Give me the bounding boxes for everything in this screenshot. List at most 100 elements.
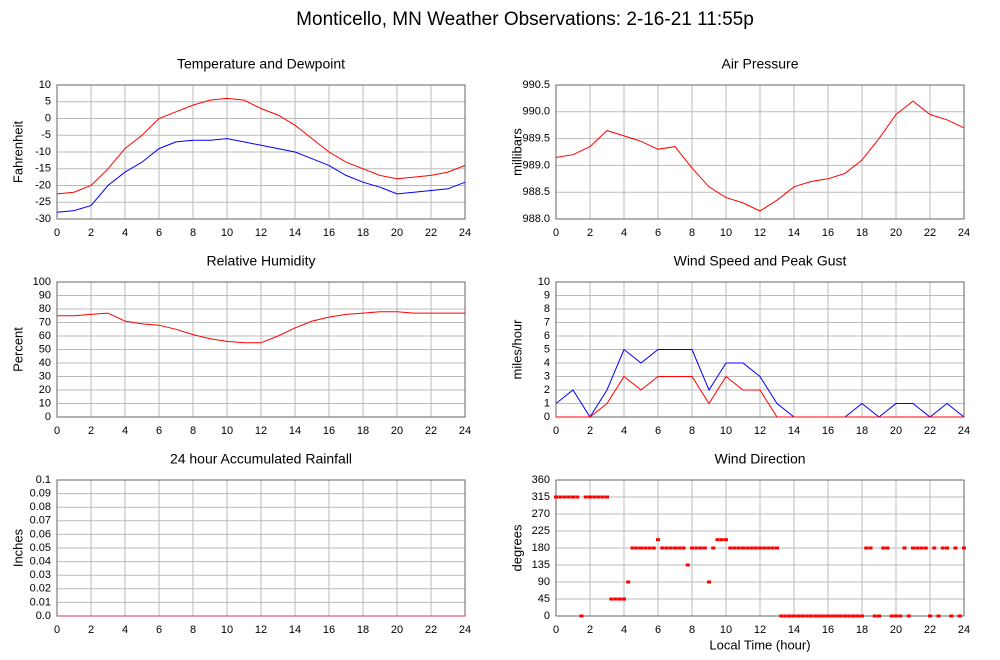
data-point (698, 546, 703, 550)
x-axis-label: Local Time (hour) (709, 637, 810, 652)
y-tick-label: 989.5 (522, 133, 550, 145)
y-tick-label: 0.06 (30, 528, 51, 540)
y-tick-label: -30 (35, 213, 51, 225)
data-point (817, 614, 822, 618)
data-point (770, 546, 775, 550)
x-tick-label: 8 (689, 227, 695, 239)
data-line (57, 311, 465, 344)
data-point (847, 614, 852, 618)
x-tick-label: 4 (621, 624, 627, 636)
data-point (749, 546, 754, 550)
data-point (843, 614, 847, 618)
x-tick-label: 6 (156, 425, 162, 437)
data-point (711, 546, 716, 550)
data-line (56, 138, 466, 213)
page-title: Monticello, MN Weather Observations: 2-1… (296, 9, 754, 30)
data-point (634, 546, 639, 550)
y-tick-label: 30 (39, 370, 51, 382)
data-point (651, 546, 656, 550)
x-tick-label: 20 (391, 227, 403, 239)
y-tick-label: 990.0 (522, 106, 550, 118)
data-point (702, 546, 707, 550)
data-point (562, 495, 567, 499)
y-tick-label: 3 (544, 370, 550, 382)
plot-frame (56, 84, 466, 220)
x-tick-label: 16 (822, 624, 834, 636)
y-tick-label: 990.5 (522, 79, 550, 91)
x-tick-label: 18 (856, 227, 868, 239)
y-tick-label: 988.0 (522, 213, 550, 225)
x-tick-label: 10 (720, 227, 732, 239)
x-tick-label: 8 (190, 227, 196, 239)
data-point (813, 614, 818, 618)
data-point (707, 580, 711, 584)
data-point (894, 614, 898, 618)
x-tick-label: 4 (122, 227, 128, 239)
x-tick-label: 14 (289, 227, 301, 239)
x-tick-label: 0 (54, 425, 60, 437)
data-point (932, 546, 937, 550)
y-tick-label: -5 (41, 129, 51, 141)
y-axis-label: Fahrenheit (10, 121, 25, 184)
y-tick-label: 135 (532, 559, 550, 571)
x-tick-label: 18 (357, 624, 369, 636)
y-tick-label: -25 (35, 196, 51, 208)
y-tick-label: -20 (35, 179, 51, 191)
data-point (830, 614, 835, 618)
x-tick-label: 18 (357, 227, 369, 239)
y-tick-label: 9 (544, 289, 550, 301)
data-point (949, 614, 954, 618)
y-tick-label: 100 (33, 276, 51, 288)
data-point (668, 546, 673, 550)
y-tick-label: 5 (544, 343, 550, 355)
data-point (962, 546, 966, 550)
x-tick-label: 18 (357, 425, 369, 437)
data-point (826, 614, 830, 618)
chart-title: Wind Speed and Peak Gust (674, 253, 847, 269)
data-point (936, 614, 941, 618)
data-point (783, 614, 788, 618)
data-point (579, 614, 584, 618)
data-point (779, 614, 784, 618)
data-point (596, 495, 601, 499)
y-tick-label: 0.03 (30, 569, 51, 581)
y-tick-label: 50 (39, 343, 51, 355)
data-point (660, 546, 665, 550)
y-tick-label: 0.0 (36, 610, 51, 622)
y-tick-label: 360 (532, 474, 550, 486)
x-tick-label: 16 (323, 227, 335, 239)
x-tick-label: 8 (689, 425, 695, 437)
data-point (685, 563, 690, 567)
x-tick-label: 12 (754, 227, 766, 239)
data-point (592, 495, 597, 499)
x-tick-label: 0 (54, 624, 60, 636)
data-point (945, 546, 949, 550)
y-tick-label: 989.0 (522, 159, 550, 171)
y-tick-label: 7 (544, 316, 550, 328)
x-tick-label: 24 (958, 425, 970, 437)
x-tick-label: 4 (122, 624, 128, 636)
data-point (728, 546, 733, 550)
data-point (915, 546, 920, 550)
x-tick-label: 16 (323, 425, 335, 437)
data-point (554, 495, 558, 499)
x-tick-label: 6 (655, 624, 661, 636)
data-point (804, 614, 809, 618)
x-tick-label: 2 (587, 227, 593, 239)
x-tick-label: 12 (255, 425, 267, 437)
x-tick-label: 16 (822, 227, 834, 239)
x-tick-label: 20 (890, 227, 902, 239)
x-tick-label: 24 (958, 624, 970, 636)
data-point (566, 495, 571, 499)
y-tick-label: 0 (45, 112, 51, 124)
data-point (758, 546, 762, 550)
data-point (588, 495, 592, 499)
data-line (556, 375, 964, 418)
x-tick-label: 0 (553, 624, 559, 636)
y-tick-label: 0.05 (30, 542, 51, 554)
chart-title: Temperature and Dewpoint (177, 56, 345, 72)
data-point (775, 546, 779, 550)
x-tick-label: 16 (323, 624, 335, 636)
y-tick-label: 315 (532, 491, 550, 503)
